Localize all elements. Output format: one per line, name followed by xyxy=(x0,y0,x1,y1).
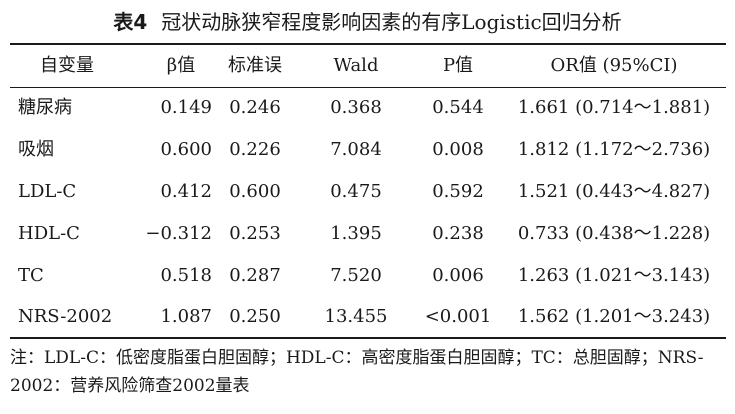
cell-variable: 吸烟 xyxy=(18,139,54,160)
cell-or: 1.263 (1.021～3.143) xyxy=(517,265,711,286)
top-rule xyxy=(10,43,726,45)
cell-beta: 0.149 xyxy=(160,97,212,118)
table-row: TC 0.518 0.287 7.520 0.006 1.263 (1.021～… xyxy=(10,256,726,296)
header-beta: β值 xyxy=(166,55,196,76)
header-wald: Wald xyxy=(333,55,379,76)
cell-or: 0.733 (0.438～1.228) xyxy=(517,223,711,244)
cell-se: 0.226 xyxy=(229,139,281,160)
cell-wald: 7.520 xyxy=(330,265,382,286)
cell-beta: 1.087 xyxy=(160,306,212,327)
cell-variable: NRS-2002 xyxy=(18,306,113,327)
cell-beta: −0.312 xyxy=(145,223,212,244)
cell-p: 0.544 xyxy=(432,97,484,118)
cell-se: 0.250 xyxy=(229,306,281,327)
cell-wald: 13.455 xyxy=(324,306,388,327)
cell-se: 0.253 xyxy=(229,223,281,244)
table-footnote: 注：LDL-C：低密度脂蛋白胆固醇；HDL-C：高密度脂蛋白胆固醇；TC：总胆固… xyxy=(10,348,704,396)
cell-beta: 0.518 xyxy=(160,265,212,286)
cell-p: 0.238 xyxy=(432,223,484,244)
cell-or: 1.521 (0.443～4.827) xyxy=(517,181,711,202)
table-row: 糖尿病 0.149 0.246 0.368 0.544 1.661 (0.714… xyxy=(10,88,726,128)
cell-p: 0.008 xyxy=(432,139,484,160)
header-se: 标准误 xyxy=(228,55,282,76)
cell-p: 0.592 xyxy=(432,181,484,202)
table-label: 表4 xyxy=(113,10,148,34)
table-row: NRS-2002 1.087 0.250 13.455 <0.001 1.562… xyxy=(10,297,726,337)
cell-wald: 0.475 xyxy=(330,181,382,202)
cell-variable: TC xyxy=(18,265,44,286)
cell-or: 1.562 (1.201～3.243) xyxy=(517,306,711,327)
cell-se: 0.287 xyxy=(229,265,281,286)
header-or: OR值 (95%CI) xyxy=(550,55,678,76)
table-caption: 冠状动脉狭窄程度影响因素的有序Logistic回归分析 xyxy=(161,10,622,34)
cell-wald: 7.084 xyxy=(330,139,382,160)
cell-se: 0.246 xyxy=(229,97,281,118)
cell-variable: HDL-C xyxy=(18,223,80,244)
header-variable: 自变量 xyxy=(40,55,94,76)
cell-or: 1.661 (0.714～1.881) xyxy=(517,97,711,118)
cell-beta: 0.412 xyxy=(160,181,212,202)
table-title: 表4 冠状动脉狭窄程度影响因素的有序Logistic回归分析 xyxy=(0,8,735,36)
cell-p: 0.006 xyxy=(432,265,484,286)
cell-wald: 0.368 xyxy=(330,97,382,118)
cell-wald: 1.395 xyxy=(330,223,382,244)
header-p: P值 xyxy=(442,55,474,76)
header-rule xyxy=(10,87,726,88)
cell-p: <0.001 xyxy=(424,306,492,327)
table-row: 吸烟 0.600 0.226 7.084 0.008 1.812 (1.172～… xyxy=(10,130,726,170)
table-row: LDL-C 0.412 0.600 0.475 0.592 1.521 (0.4… xyxy=(10,172,726,212)
cell-variable: LDL-C xyxy=(18,181,77,202)
cell-beta: 0.600 xyxy=(160,139,212,160)
table-row: HDL-C −0.312 0.253 1.395 0.238 0.733 (0.… xyxy=(10,214,726,254)
table-header-row: 自变量 β值 标准误 Wald P值 OR值 (95%CI) xyxy=(10,46,726,86)
cell-or: 1.812 (1.172～2.736) xyxy=(517,139,711,160)
bottom-rule xyxy=(10,337,726,339)
cell-se: 0.600 xyxy=(229,181,281,202)
cell-variable: 糖尿病 xyxy=(18,97,72,118)
